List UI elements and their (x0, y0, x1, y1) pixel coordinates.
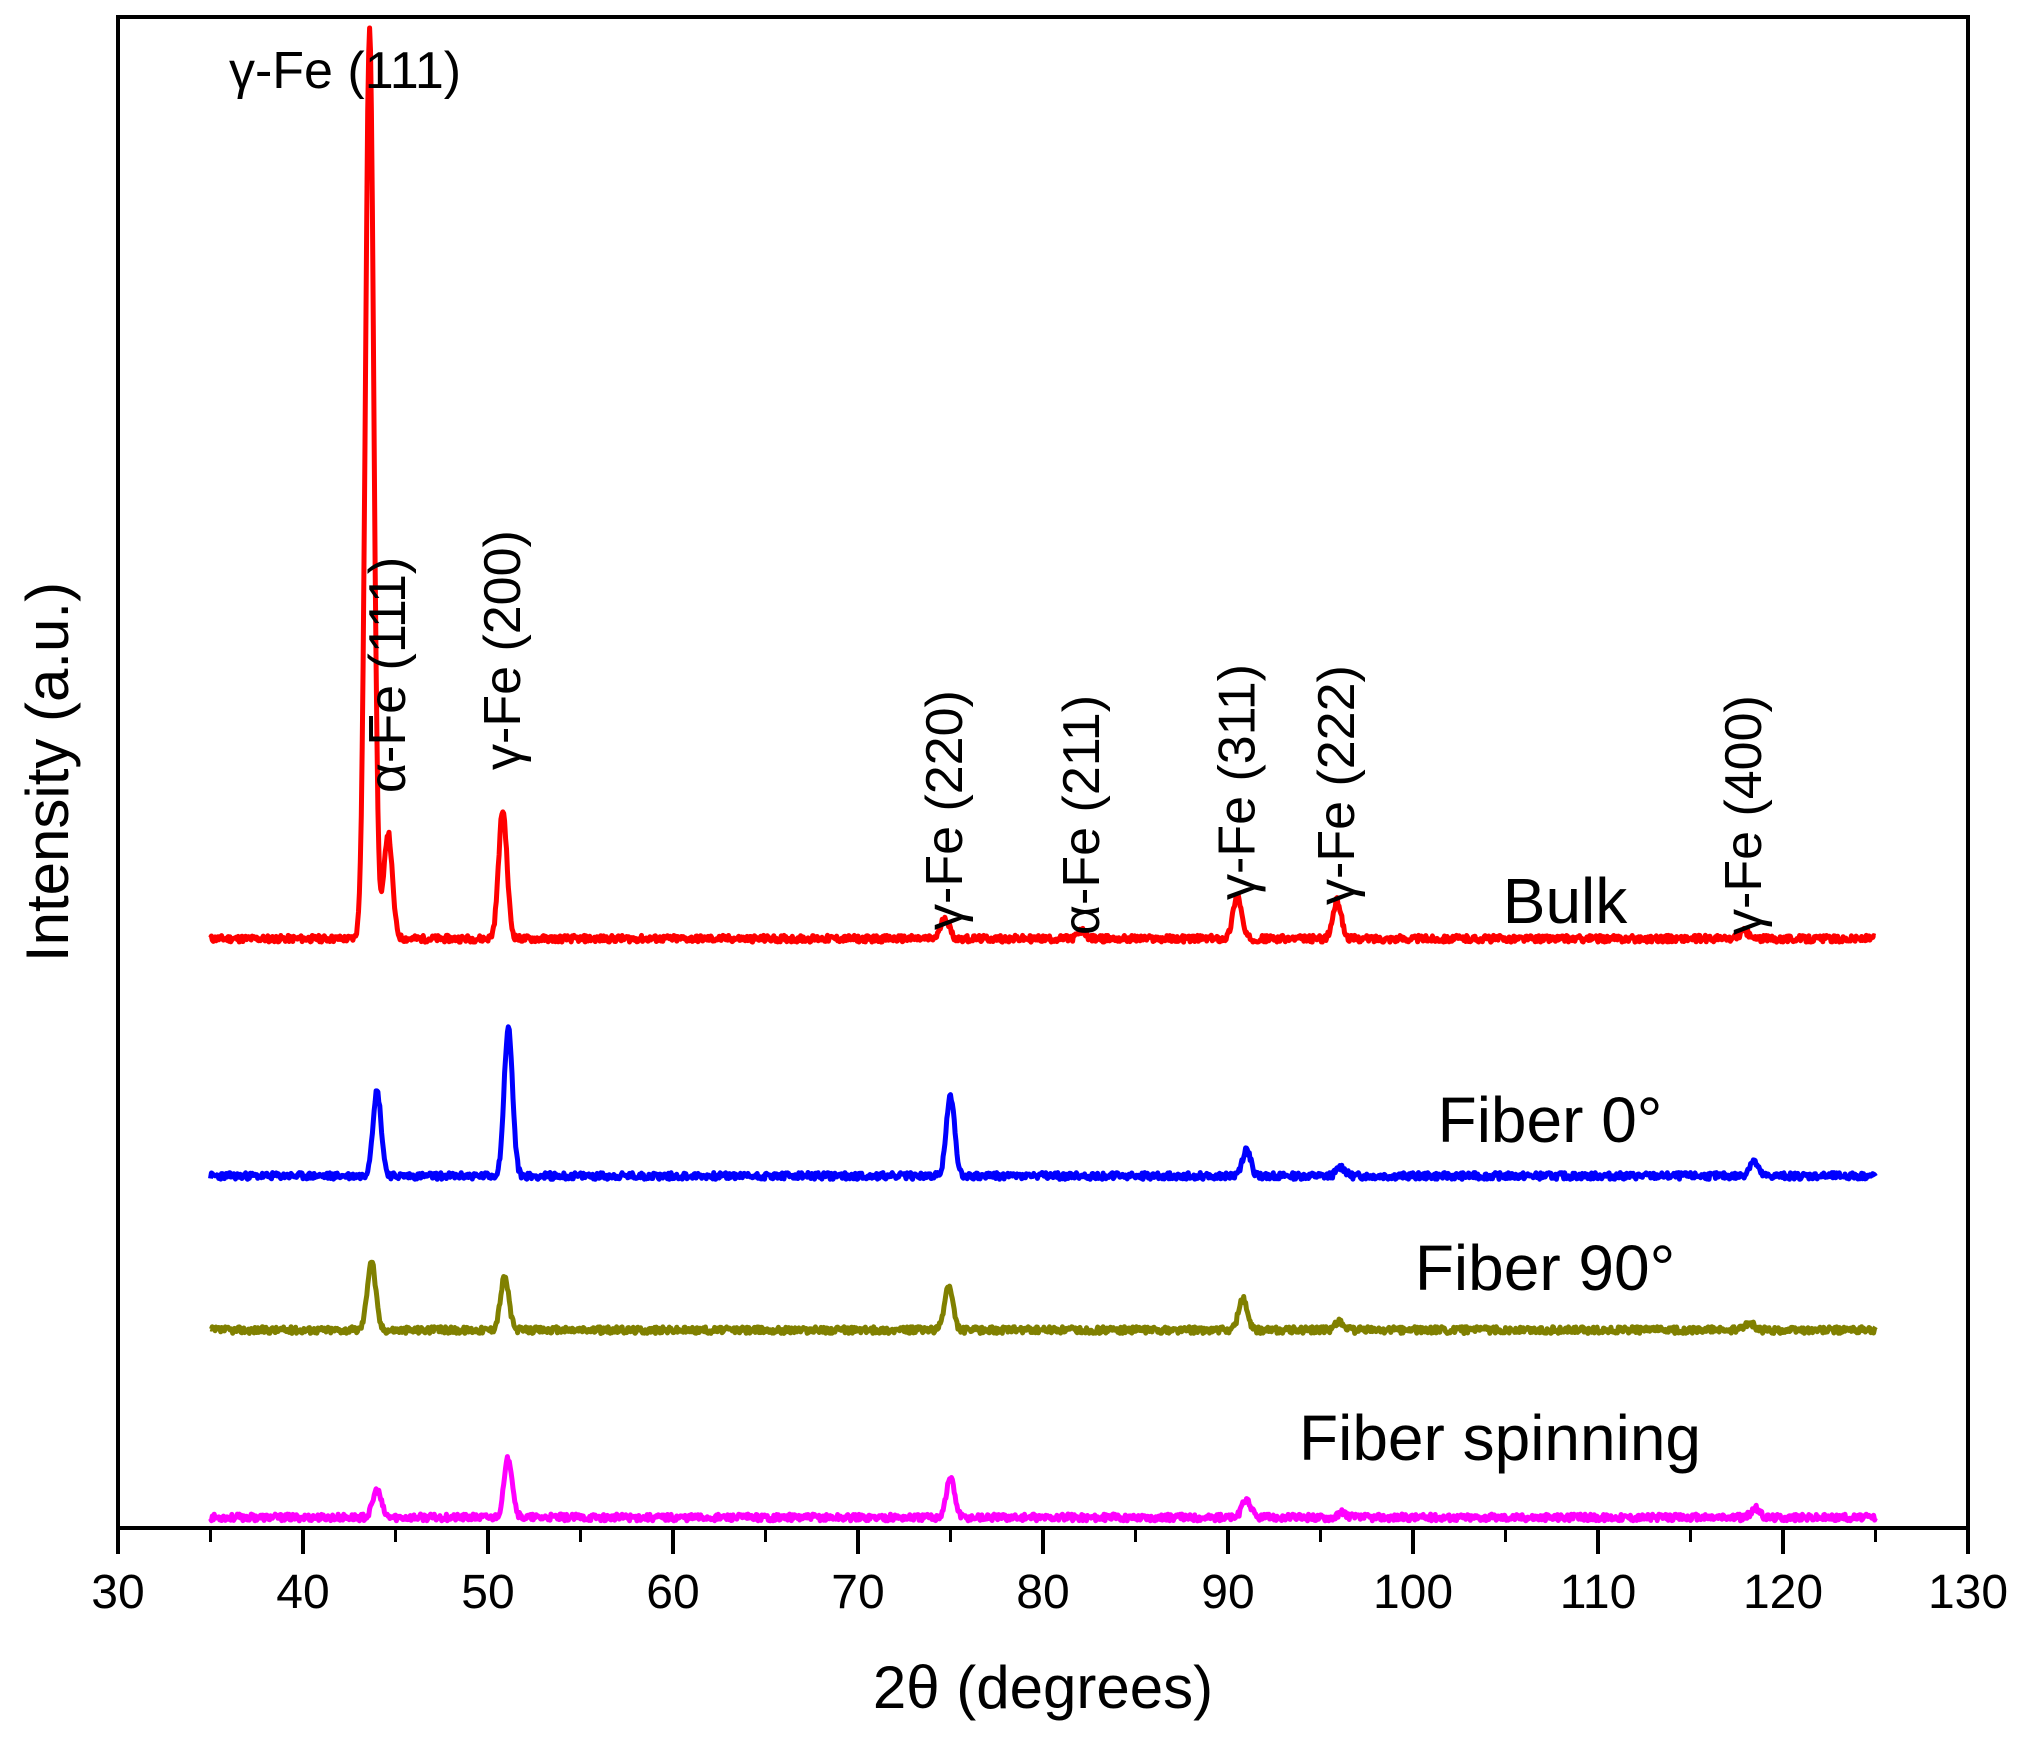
x-axis-title: 2θ (degrees) (873, 1654, 1213, 1721)
x-tick-label: 60 (646, 1566, 699, 1619)
series-line-0 (208, 25, 1878, 945)
series-label-2: Fiber 90° (1415, 1232, 1675, 1304)
x-tick-label: 50 (461, 1566, 514, 1619)
x-tick-label: 70 (831, 1566, 884, 1619)
x-tick-label: 90 (1201, 1566, 1254, 1619)
x-tick-label: 110 (1560, 1566, 1637, 1619)
series-line-2 (208, 1259, 1878, 1336)
x-tick-label: 40 (276, 1566, 329, 1619)
x-axis-tick-labels: 30 40 50 60 70 80 90 100 110 120 130 (91, 1566, 2008, 1619)
series-line-1 (208, 1024, 1878, 1182)
x-tick-label: 120 (1743, 1566, 1823, 1619)
series-label-0: Bulk (1503, 865, 1629, 937)
x-tick-label: 100 (1373, 1566, 1453, 1619)
peak-annotation-2: γ-Fe (200) (474, 530, 532, 770)
x-tick-label: 130 (1928, 1566, 2008, 1619)
peak-annotation-1: α-Fe (111) (359, 557, 417, 793)
series-label-1: Fiber 0° (1438, 1084, 1663, 1156)
peak-annotation-5: γ-Fe (311) (1208, 664, 1266, 900)
series-labels: Bulk Fiber 0° Fiber 90° Fiber spinning (1299, 865, 1701, 1474)
peak-annotations: γ-Fe (111) α-Fe (111) γ-Fe (200) γ-Fe (220)… (229, 42, 1773, 935)
series-lines (208, 25, 1878, 1524)
x-tick-label: 80 (1016, 1566, 1069, 1619)
series-label-3: Fiber spinning (1299, 1402, 1701, 1474)
y-axis-title: Intensity (a.u.) (14, 582, 81, 962)
peak-annotation-3: γ-Fe (220) (916, 690, 974, 930)
x-axis-ticks (116, 1528, 1970, 1554)
peak-annotation-7: γ-Fe (400) (1715, 695, 1773, 935)
series-line-3 (208, 1454, 1878, 1524)
x-tick-label: 30 (91, 1566, 144, 1619)
peak-annotation-4: α-Fe (211) (1053, 695, 1111, 935)
peak-annotation-6: γ-Fe (222) (1308, 665, 1366, 905)
peak-annotation-0: γ-Fe (111) (229, 42, 461, 100)
